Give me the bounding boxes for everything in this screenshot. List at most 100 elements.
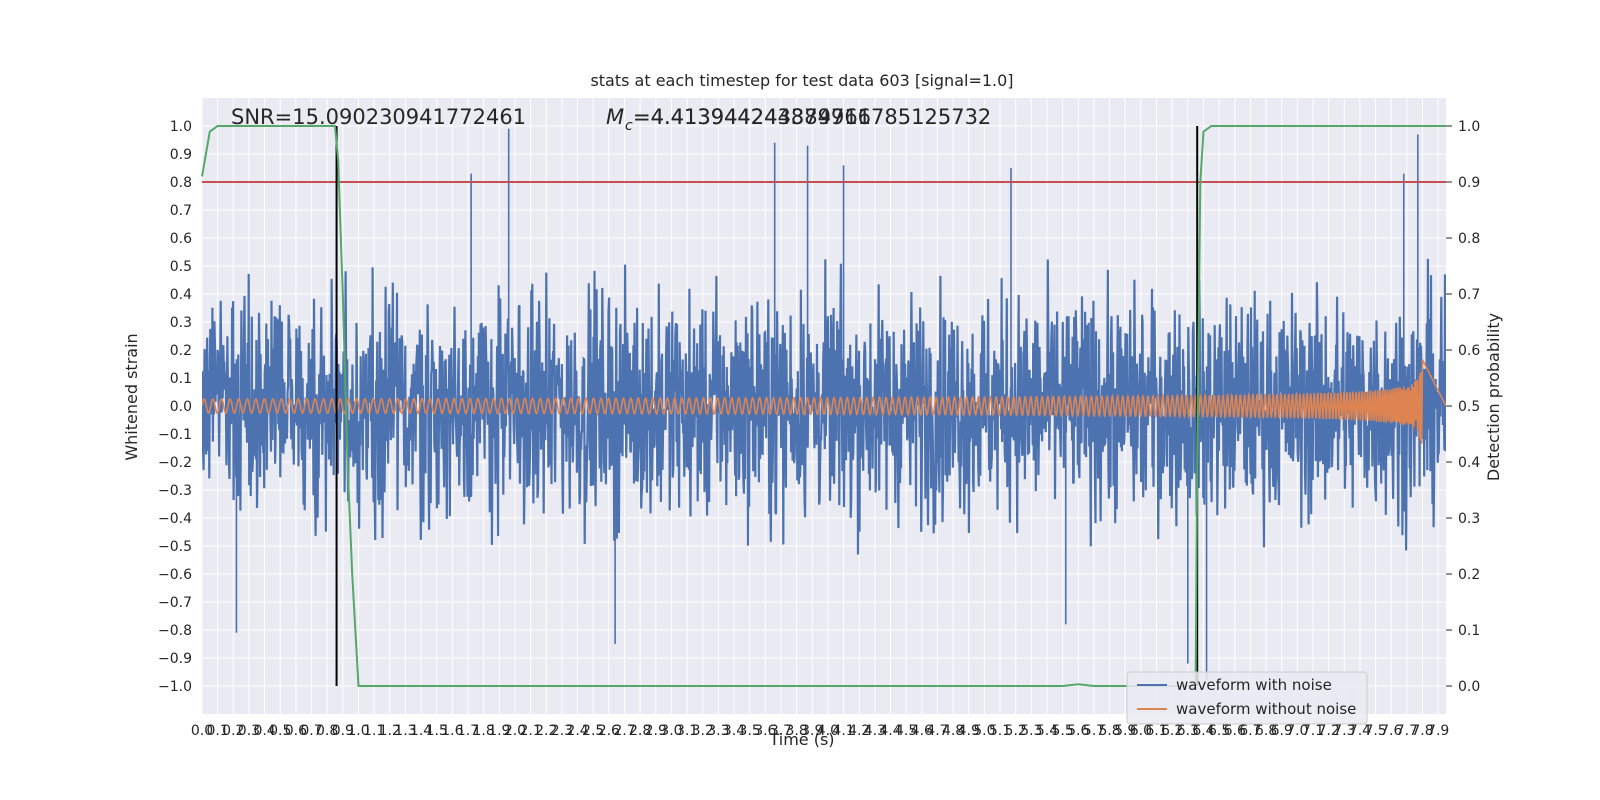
x-tick-label: 2.4 bbox=[566, 723, 588, 739]
y-right-tick-label: 0.7 bbox=[1458, 287, 1480, 303]
x-tick-label: 7.8 bbox=[1411, 723, 1433, 739]
y-tick-label: −0.3 bbox=[158, 483, 192, 499]
y-right-tick-label: 0.2 bbox=[1458, 567, 1480, 583]
x-tick-label: 3.9 bbox=[801, 723, 823, 739]
x-tick-label: 0.1 bbox=[207, 723, 229, 739]
y-right-tick-label: 0.4 bbox=[1458, 455, 1480, 471]
legend-box bbox=[1126, 671, 1368, 725]
x-tick-label: 4.0 bbox=[817, 723, 839, 739]
x-axis-label: Time (s) bbox=[768, 730, 834, 749]
y-right-tick-label: 0.0 bbox=[1458, 679, 1480, 695]
x-tick-label: 1.5 bbox=[426, 723, 448, 739]
noise-trace bbox=[202, 258, 1446, 555]
x-tick-label: 5.2 bbox=[1005, 723, 1027, 739]
y-tick-label: −0.5 bbox=[158, 539, 192, 555]
x-tick-label: 6.8 bbox=[1255, 723, 1277, 739]
x-tick-label: 3.5 bbox=[739, 723, 761, 739]
y-tick-label: −0.9 bbox=[158, 651, 192, 667]
x-tick-label: 5.7 bbox=[1083, 723, 1105, 739]
x-tick-label: 6.5 bbox=[1208, 723, 1230, 739]
x-tick-label: 7.2 bbox=[1318, 723, 1340, 739]
x-tick-label: 4.9 bbox=[958, 723, 980, 739]
y-tick-label: 0.3 bbox=[170, 315, 192, 331]
y-axis-label: Whitened strain bbox=[122, 333, 141, 460]
y-right-tick-label: 0.3 bbox=[1458, 511, 1480, 527]
y-axis-left: 1.0 0.9 0.8 0.7 0.6 0.5 0.4 0.3 0.2 0.1 0.0 −0.1 −0.… bbox=[158, 119, 192, 695]
series-detection-probability bbox=[201, 125, 1446, 687]
x-tick-label: 7.7 bbox=[1396, 723, 1418, 739]
y-right-tick-label: 0.1 bbox=[1458, 623, 1480, 639]
x-tick-label: 1.3 bbox=[394, 723, 416, 739]
y-tick-label: 0.6 bbox=[170, 231, 192, 247]
x-tick-label: 4.5 bbox=[895, 723, 917, 739]
x-tick-label: 6.4 bbox=[1192, 723, 1214, 739]
y-tick-label: 0.1 bbox=[170, 371, 192, 387]
x-tick-label: 4.4 bbox=[879, 723, 901, 739]
mc-annotation: M c =4.413944244384766 =4.41394424387991… bbox=[606, 105, 991, 134]
x-tick-label: 1.7 bbox=[457, 723, 479, 739]
y-tick-label: −0.4 bbox=[158, 511, 192, 527]
x-tick-label: 7.3 bbox=[1333, 723, 1355, 739]
x-tick-label: 7.4 bbox=[1349, 723, 1371, 739]
x-tick-label: 1.8 bbox=[473, 723, 495, 739]
x-tick-label: 2.9 bbox=[645, 723, 667, 739]
y-tick-label: 0.0 bbox=[170, 399, 192, 415]
x-tick-label: 0.5 bbox=[269, 723, 291, 739]
y-tick-label: −0.2 bbox=[158, 455, 192, 471]
x-tick-label: 6.7 bbox=[1239, 723, 1261, 739]
x-tick-label: 7.9 bbox=[1427, 723, 1449, 739]
legend: waveform with noise waveform without noi… bbox=[1126, 671, 1368, 725]
mc-value-a: =4.413944244384766 bbox=[633, 105, 871, 129]
x-tick-label: 5.4 bbox=[1036, 723, 1058, 739]
x-tick-label: 2.6 bbox=[598, 723, 620, 739]
x-tick-label: 2.3 bbox=[551, 723, 573, 739]
x-tick-label: 4.6 bbox=[911, 723, 933, 739]
x-tick-label: 3.1 bbox=[676, 723, 698, 739]
x-tick-label: 3.0 bbox=[660, 723, 682, 739]
y-tick-label: −0.1 bbox=[158, 427, 192, 443]
x-axis: 0.00.10.20.30.40.50.60.70.80.91.01.11.21… bbox=[191, 723, 1449, 739]
y-tick-label: 1.0 bbox=[170, 119, 192, 135]
y-tick-label: 0.8 bbox=[170, 175, 192, 191]
x-tick-label: 3.3 bbox=[707, 723, 729, 739]
x-tick-label: 7.5 bbox=[1364, 723, 1386, 739]
x-tick-label: 5.9 bbox=[1114, 723, 1136, 739]
y-right-tick-label: 0.6 bbox=[1458, 343, 1480, 359]
x-tick-label: 3.8 bbox=[785, 723, 807, 739]
y-axis-right: 1.0 0.9 0.8 0.7 0.6 0.5 0.4 0.3 0.2 0.1 0.0 bbox=[1446, 119, 1480, 695]
series-waveform-without-noise bbox=[202, 359, 1446, 444]
x-tick-label: 5.6 bbox=[1067, 723, 1089, 739]
y-tick-label: 0.7 bbox=[170, 203, 192, 219]
x-tick-label: 0.8 bbox=[316, 723, 338, 739]
x-tick-label: 6.3 bbox=[1177, 723, 1199, 739]
y-right-tick-label: 0.9 bbox=[1458, 175, 1480, 191]
mc-value-b: =4.413944243879911785125732 bbox=[633, 105, 991, 129]
y-right-tick-label: 0.8 bbox=[1458, 231, 1480, 247]
y-tick-label: 0.2 bbox=[170, 343, 192, 359]
x-tick-label: 2.2 bbox=[535, 723, 557, 739]
x-tick-label: 5.8 bbox=[1098, 723, 1120, 739]
x-tick-label: 2.8 bbox=[629, 723, 651, 739]
x-tick-label: 1.9 bbox=[488, 723, 510, 739]
x-tick-label: 0.2 bbox=[222, 723, 244, 739]
chirp-trace bbox=[202, 359, 1446, 444]
x-tick-label: 1.4 bbox=[410, 723, 432, 739]
y-tick-label: 0.5 bbox=[170, 259, 192, 275]
x-tick-label: 3.2 bbox=[692, 723, 714, 739]
mc-subscript: c bbox=[625, 118, 633, 134]
x-tick-label: 1.1 bbox=[363, 723, 385, 739]
x-tick-label: 0.9 bbox=[332, 723, 354, 739]
y-axis-right-label: Detection probability bbox=[1484, 313, 1503, 481]
x-tick-label: 6.0 bbox=[1130, 723, 1152, 739]
y-right-tick-label: 1.0 bbox=[1458, 119, 1480, 135]
y-tick-label: 0.4 bbox=[170, 287, 192, 303]
x-tick-label: 2.1 bbox=[519, 723, 541, 739]
x-tick-label: 1.6 bbox=[441, 723, 463, 739]
x-tick-label: 3.7 bbox=[770, 723, 792, 739]
x-tick-label: 2.7 bbox=[613, 723, 635, 739]
x-tick-label: 3.4 bbox=[723, 723, 745, 739]
x-tick-label: 0.6 bbox=[285, 723, 307, 739]
x-tick-label: 0.7 bbox=[300, 723, 322, 739]
x-tick-label: 0.0 bbox=[191, 723, 213, 739]
chart-title: stats at each timestep for test data 603… bbox=[590, 71, 1013, 90]
